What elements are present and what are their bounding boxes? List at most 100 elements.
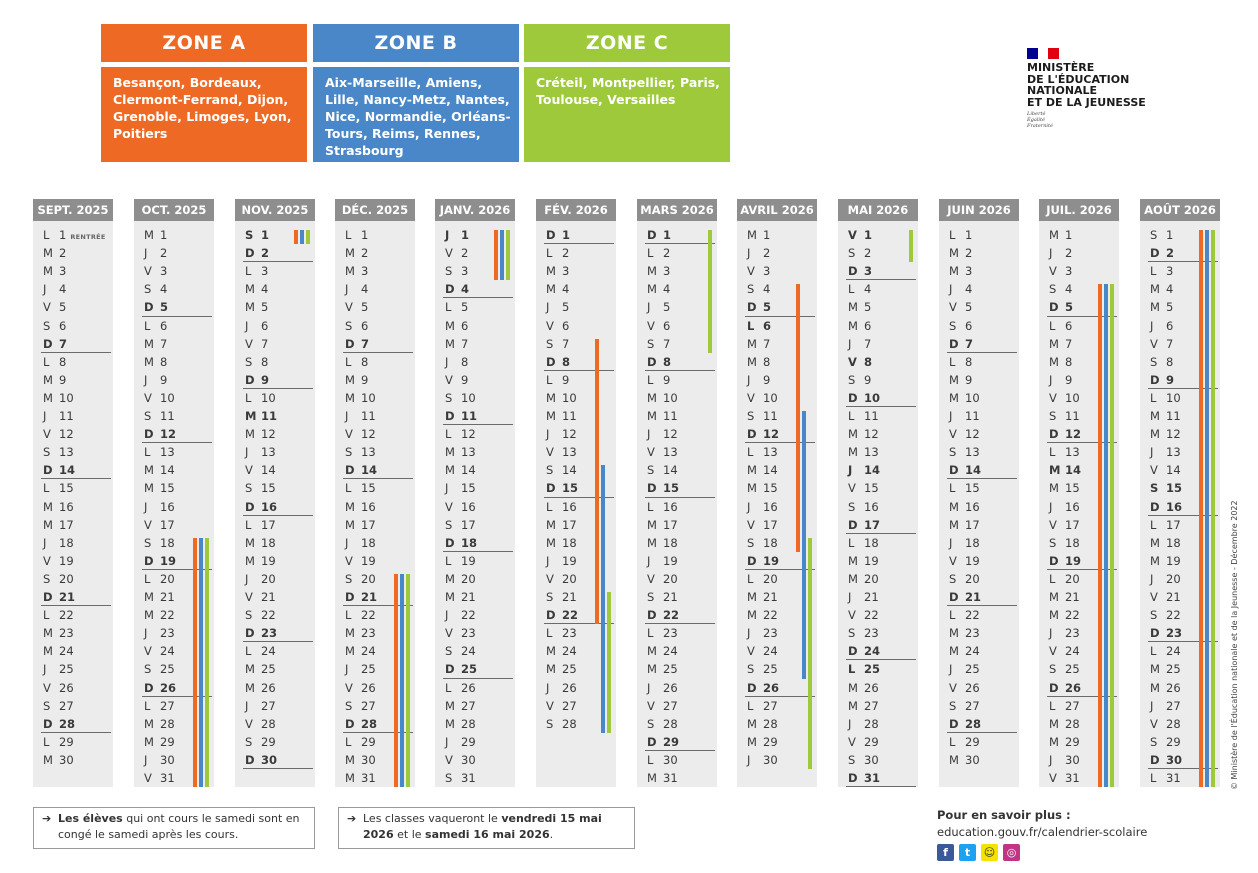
calendar-day: M 14: [445, 463, 476, 478]
calendar-day: V 12: [43, 427, 74, 442]
calendar-day: M 28: [144, 716, 175, 731]
calendar-day: M 27: [445, 698, 476, 713]
calendar-day: D 12: [1049, 427, 1082, 442]
calendar-day: V 17: [747, 517, 778, 532]
calendar-day: J 18: [949, 535, 980, 550]
facebook-icon[interactable]: f: [937, 844, 954, 861]
calendar-day: S 11: [1049, 409, 1080, 423]
calendar-day: M 12: [1150, 427, 1181, 442]
snapchat-icon[interactable]: ☺: [981, 844, 998, 861]
month-header: MAI 2026: [838, 199, 918, 221]
holiday-bar-zone-a: [494, 230, 498, 281]
calendar-day: L 27: [747, 698, 778, 713]
calendar-day: V 30: [445, 752, 476, 767]
calendar-day: M 27: [848, 698, 879, 713]
month-header: FÉV. 2026: [536, 199, 616, 221]
note-may-bridge-text: Les classes vaqueront le vendredi 15 mai…: [363, 812, 602, 841]
week-separator: [947, 351, 1017, 353]
calendar-day: J 18: [43, 535, 74, 550]
calendar-day: D 21: [949, 590, 982, 604]
twitter-icon[interactable]: t: [959, 844, 976, 861]
calendar-day: D 14: [43, 463, 76, 478]
calendar-day: S 23: [848, 626, 879, 641]
week-separator: [243, 641, 313, 643]
calendar-day: S 30: [848, 752, 879, 767]
calendar-day: M 28: [747, 716, 778, 731]
month-column: JANV. 2026 J 1 V 2 S 3 D 4 L 5 M 6 M 7 J 8 V 9 S 10 D 11 L 12 M 13…: [435, 199, 515, 787]
calendar-day: M 22: [747, 608, 778, 623]
month-column: FÉV. 2026 D 1 L 2 M 3 M 4 J 5 V 6 S 7 D 8 L 9 M 10 M 11 J 12 V 13 S…: [536, 199, 616, 787]
calendar-day: J 28: [848, 716, 879, 731]
calendar-day: V 26: [949, 680, 980, 695]
holiday-bar-zone-b: [199, 537, 203, 788]
calendar-day: L 29: [949, 734, 980, 749]
calendar-day: L 27: [144, 698, 175, 713]
holiday-bar-zone-c: [406, 573, 410, 788]
week-separator: [846, 786, 916, 788]
holiday-bar-zone-c: [1110, 284, 1114, 788]
instagram-icon[interactable]: ◎: [1003, 844, 1020, 861]
calendar-day: V 28: [245, 716, 276, 731]
week-separator: [745, 442, 815, 444]
calendar-day: L 24: [245, 644, 276, 659]
week-separator: [41, 605, 111, 607]
calendar-day: S 10: [445, 390, 476, 405]
copyright: © Ministère de l'Éducation nationale et …: [1230, 500, 1239, 790]
calendar-day: V 27: [647, 698, 678, 713]
calendar-day: D 26: [144, 680, 177, 695]
calendar-day: J 23: [1049, 626, 1080, 641]
calendar-day: M 24: [949, 644, 980, 659]
calendar-day: M 28: [1049, 716, 1080, 731]
week-separator: [544, 243, 614, 245]
calendar-day: V 21: [1150, 590, 1181, 604]
calendar-day: D 22: [546, 608, 579, 623]
calendar-day: D 15: [546, 481, 579, 496]
more-info-title: Pour en savoir plus :: [937, 808, 1071, 822]
calendar-day: M 20: [445, 571, 476, 586]
calendar-day: M 17: [546, 517, 577, 532]
calendar-day: V 24: [144, 644, 175, 659]
calendar-day: S 21: [546, 590, 577, 604]
more-info-link[interactable]: education.gouv.fr/calendrier-scolaire: [937, 825, 1148, 839]
holiday-bar-zone-b: [300, 230, 304, 245]
calendar-day: M 16: [345, 499, 376, 514]
calendar-day: M 25: [1150, 662, 1181, 677]
calendar-day: M 11: [1150, 409, 1181, 423]
calendar-day: D 14: [345, 463, 378, 478]
calendar-day: D 15: [647, 481, 680, 496]
calendar-day: D 23: [245, 626, 278, 641]
calendar-day: D 22: [647, 608, 680, 623]
calendar-day: M 10: [949, 390, 980, 405]
calendar-day: D 24: [848, 644, 881, 659]
holiday-bar-zone-c: [909, 230, 913, 263]
week-separator: [41, 478, 111, 480]
calendar-day: L 18: [848, 535, 879, 550]
week-separator: [1047, 315, 1117, 317]
calendar-day: V 23: [445, 626, 476, 641]
week-separator: [1148, 387, 1218, 389]
calendar-day: J 26: [647, 680, 678, 695]
